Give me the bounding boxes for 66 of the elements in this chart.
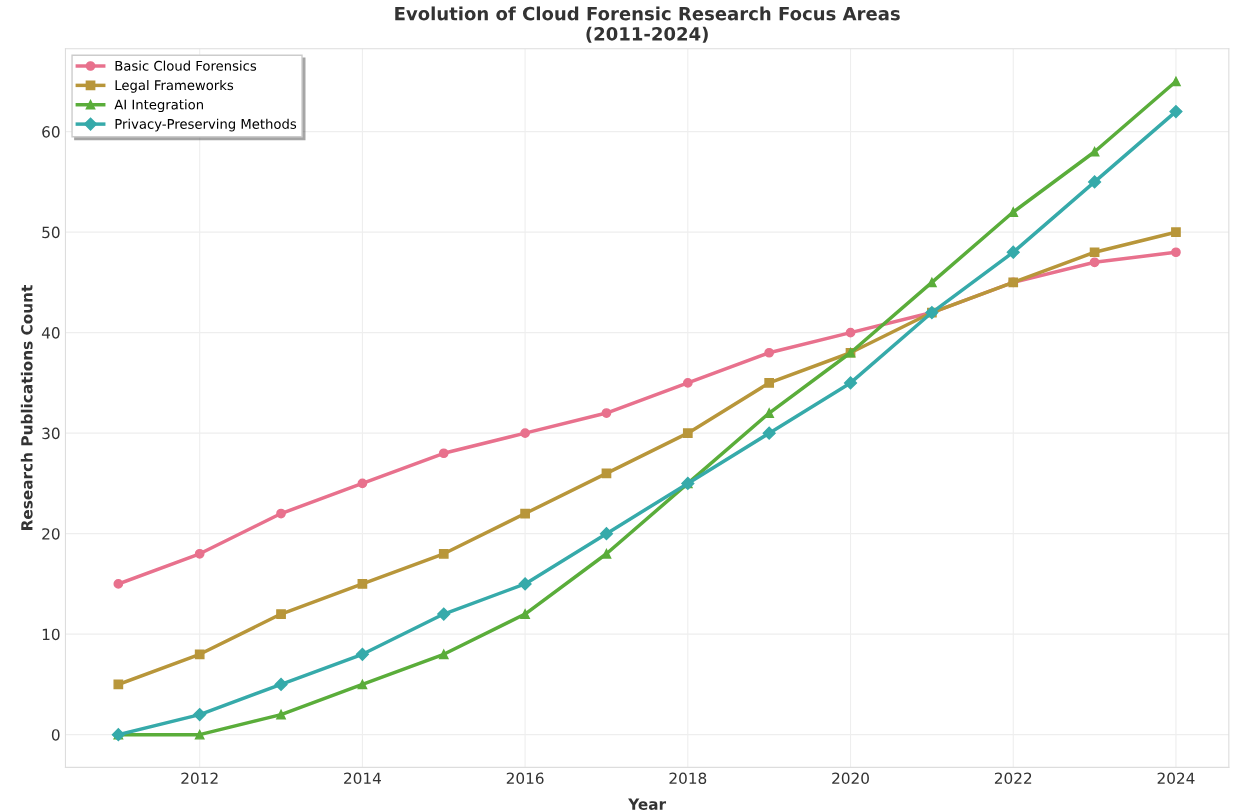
y-tick-label: 50 <box>42 226 60 239</box>
y-tick-label: 20 <box>42 528 60 540</box>
point <box>276 609 286 619</box>
point <box>194 548 205 559</box>
point <box>927 277 937 288</box>
x-tick-label: 2018 <box>669 772 707 785</box>
point <box>113 679 124 690</box>
point <box>1006 245 1020 259</box>
point <box>762 426 776 440</box>
point <box>764 408 775 418</box>
point <box>1171 247 1181 258</box>
legend-label: Privacy-Preserving Methods <box>115 118 297 132</box>
point <box>276 508 286 519</box>
y-tick-label: 30 <box>42 427 60 440</box>
point <box>437 607 451 621</box>
point <box>682 378 693 388</box>
y-axis-title: Research Publications Count <box>20 285 33 530</box>
point <box>357 679 368 690</box>
point <box>1169 104 1183 119</box>
point <box>113 579 124 589</box>
point <box>355 647 369 661</box>
point <box>1089 146 1100 157</box>
x-tick-label: 2016 <box>506 772 544 785</box>
point <box>438 448 449 459</box>
y-tick-label: 0 <box>51 729 60 741</box>
point <box>520 508 530 519</box>
point <box>194 649 205 660</box>
point <box>601 548 612 559</box>
point <box>438 548 449 559</box>
point <box>274 677 288 692</box>
point <box>1089 257 1100 268</box>
point <box>599 527 614 541</box>
x-tick-label: 2024 <box>1157 772 1195 785</box>
point <box>601 408 612 418</box>
point <box>520 428 530 439</box>
point <box>1008 207 1019 217</box>
point <box>1088 175 1102 189</box>
point <box>276 709 286 720</box>
point <box>357 579 368 589</box>
point <box>764 347 775 358</box>
point <box>1171 227 1181 238</box>
point <box>682 428 693 439</box>
y-tick-label: 10 <box>42 628 60 641</box>
point <box>843 376 858 390</box>
point <box>357 478 368 489</box>
point <box>518 577 532 591</box>
point <box>1171 76 1181 87</box>
legend-label: Legal Frameworks <box>115 79 234 93</box>
point <box>601 468 612 479</box>
x-tick-label: 2022 <box>994 772 1032 785</box>
legend-label: Basic Cloud Forensics <box>115 60 257 71</box>
x-tick-label: 2012 <box>181 772 218 785</box>
y-tick-label: 60 <box>42 126 60 138</box>
x-axis-title: Year <box>628 798 667 810</box>
chart-title: Evolution of Cloud Forensic Research Focus Areas (2011-2024) <box>395 6 900 43</box>
legend-label: AI Integration <box>114 99 203 113</box>
point <box>520 609 530 619</box>
x-tick-label: 2014 <box>344 772 381 785</box>
point <box>1089 247 1100 258</box>
point <box>764 378 775 388</box>
x-tick-label: 2020 <box>832 772 869 785</box>
point <box>194 729 205 740</box>
y-tick-label: 40 <box>41 327 60 339</box>
point <box>438 649 449 660</box>
point <box>193 707 207 722</box>
point <box>845 327 856 338</box>
